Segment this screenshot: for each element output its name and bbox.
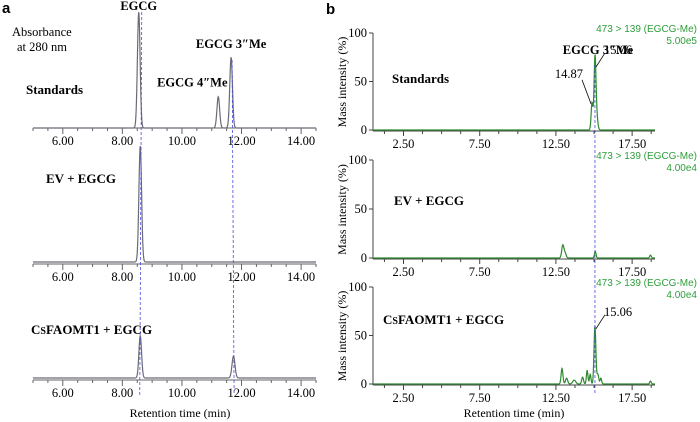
guide-line-egcg-3me [231, 59, 235, 396]
sample-title: Standards [26, 82, 83, 97]
mass-trace [373, 243, 655, 259]
chromatogram-trace [33, 12, 316, 129]
y-tick-label: 0 [361, 123, 367, 137]
x-tick-label: 7.50 [469, 137, 491, 151]
chart-group: 6.00 8.00 10.00 12.00 14.00 Standards EGCG EGCG… [26, 0, 697, 405]
title-part: C [383, 312, 392, 327]
rt-leader-line [581, 79, 592, 104]
panel-a-letter: a [2, 0, 11, 17]
guide-line-egcg [139, 11, 143, 396]
transition-label: 473 > 139 (EGCG-Me) [596, 24, 697, 35]
rt-annotation: 15.06 [604, 305, 632, 319]
mass-trace [373, 325, 655, 385]
y-tick-label: 50 [355, 329, 368, 343]
x-tick-label: 8.00 [111, 386, 133, 400]
sample-title: CSFAOMT1 + EGCG [383, 312, 504, 327]
rt-leader-line [595, 52, 606, 68]
scale-label: 4.00e4 [666, 163, 697, 174]
title-part: FAOMT1 + EGCG [398, 312, 504, 327]
chart-b-csfaomt1: 0 50 100 2.50 7.50 12.50 17.50 Mass intensity (… [335, 278, 697, 405]
detector-label-line1: Absorbance [12, 25, 72, 39]
chart-a-ev: 6.00 8.00 10.00 12.00 14.00 EV + EGCG [32, 145, 317, 284]
y-tick-label: 100 [348, 153, 367, 167]
y-axis-title: Mass intensity (%) [335, 291, 349, 382]
peak-label: EGCG 3″Me [563, 43, 634, 57]
x-tick-label: 14.00 [287, 270, 315, 284]
x-tick-label: 6.00 [52, 134, 74, 148]
x-tick-label: 6.00 [52, 270, 74, 284]
chart-a-csfaomt1: 6.00 8.00 10.00 12.00 14.00 CSFAOMT1 + EGCG [31, 322, 317, 400]
y-tick-label: 0 [361, 251, 367, 265]
x-tick-label: 6.00 [52, 386, 74, 400]
x-tick-label: 2.50 [393, 137, 415, 151]
panel-a-x-axis-title: Retention time (min) [130, 406, 231, 420]
x-tick-label: 7.50 [469, 391, 491, 405]
title-part: C [31, 322, 40, 337]
x-tick-label: 17.50 [618, 265, 646, 279]
peak-label: EGCG [120, 0, 157, 13]
x-tick-label: 2.50 [393, 265, 415, 279]
y-tick-label: 100 [348, 280, 367, 294]
x-tick-label: 12.50 [542, 137, 570, 151]
transition-label: 473 > 139 (EGCG-Me) [596, 151, 697, 162]
x-tick-label: 12.00 [227, 386, 255, 400]
x-tick-label: 12.00 [227, 270, 255, 284]
x-tick-label: 14.00 [287, 386, 315, 400]
chart-b-ev: 0 50 100 2.50 7.50 12.50 17.50 Mass intensity (… [335, 151, 697, 279]
title-part: S [40, 326, 46, 337]
title-part: FAOMT1 + EGCG [46, 322, 152, 337]
peak-label: EGCG 4″Me [157, 76, 228, 90]
y-axis-title: Mass intensity (%) [335, 164, 349, 255]
chart-b-standards: 0 50 100 2.50 7.50 12.50 17.50 Mass intensity (… [335, 24, 697, 151]
y-tick-label: 100 [348, 26, 367, 40]
rt-annotation: 14.87 [555, 67, 583, 81]
scale-label: 4.00e4 [666, 290, 697, 301]
x-tick-label: 8.00 [111, 270, 133, 284]
x-tick-label: 2.50 [393, 391, 415, 405]
x-tick-label: 10.00 [168, 270, 196, 284]
x-tick-label: 14.00 [287, 134, 315, 148]
y-tick-label: 0 [361, 377, 367, 391]
y-axis-title: Mass intensity (%) [335, 37, 349, 128]
chromatogram-trace [33, 145, 316, 263]
sample-title: CSFAOMT1 + EGCG [31, 322, 152, 337]
sample-title: EV + EGCG [394, 193, 464, 208]
y-tick-label: 50 [355, 75, 368, 89]
x-tick-label: 8.00 [111, 134, 133, 148]
x-tick-label: 12.00 [227, 134, 255, 148]
scale-label: 5.00e5 [666, 36, 697, 47]
x-tick-label: 10.00 [168, 386, 196, 400]
detector-label-line2: at 280 nm [17, 40, 67, 54]
x-tick-label: 10.00 [168, 134, 196, 148]
rt-leader-line [595, 314, 606, 330]
rt-annotation: 15.06 [604, 43, 632, 57]
chart-a-standards: 6.00 8.00 10.00 12.00 14.00 Standards EGCG EGCG… [26, 0, 317, 148]
panel-b-x-axis-title: Retention time (min) [464, 406, 565, 420]
sample-title: EV + EGCG [46, 171, 116, 186]
y-tick-label: 50 [355, 202, 368, 216]
x-tick-label: 12.50 [542, 391, 570, 405]
chromatogram-trace [33, 333, 316, 379]
title-part: S [392, 316, 398, 327]
mass-trace [373, 54, 655, 131]
peak-label: EGCG 3″Me [196, 37, 267, 51]
panel-b-letter: b [326, 1, 335, 18]
x-tick-label: 17.50 [618, 391, 646, 405]
x-tick-label: 17.50 [618, 137, 646, 151]
x-tick-label: 7.50 [469, 265, 491, 279]
x-tick-label: 12.50 [542, 265, 570, 279]
sample-title: Standards [392, 71, 449, 86]
transition-label: 473 > 139 (EGCG-Me) [596, 278, 697, 289]
